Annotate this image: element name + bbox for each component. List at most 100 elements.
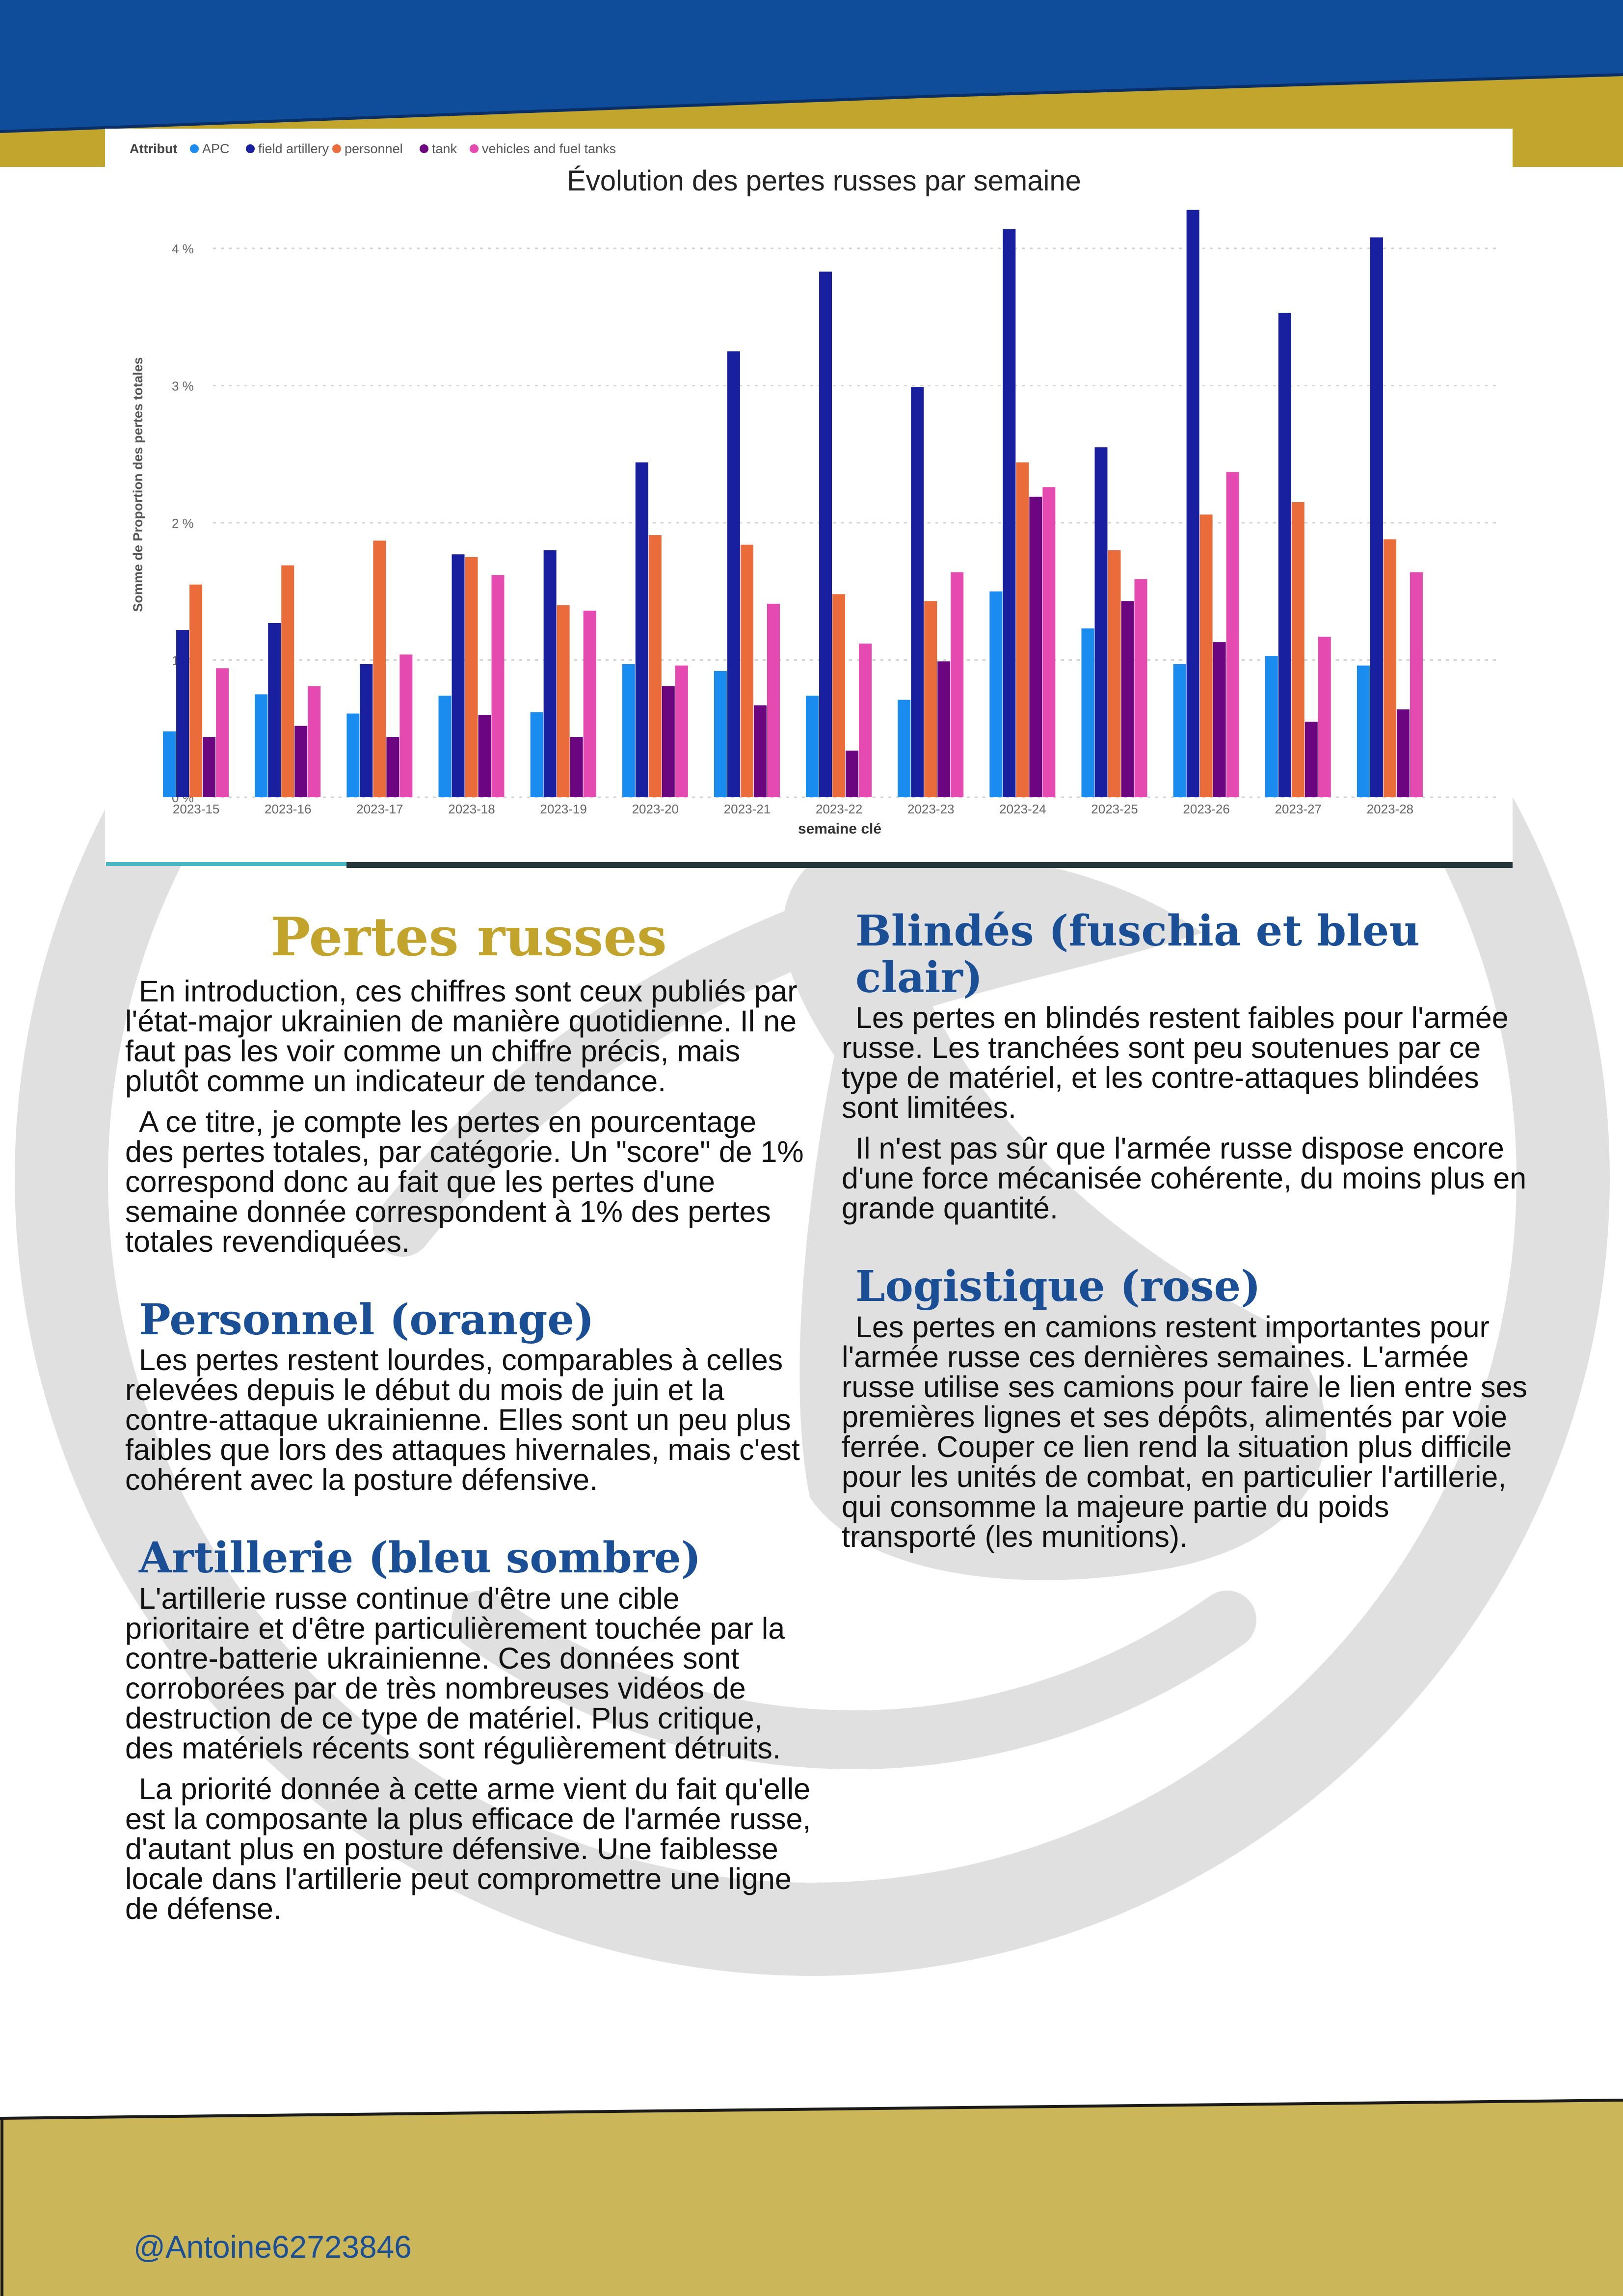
bar — [557, 605, 570, 797]
bar — [346, 713, 360, 797]
bar — [859, 643, 872, 797]
artillery-heading: Artillerie (bleu sombre) — [139, 1533, 701, 1583]
legend-item: vehicles and fuel tanks — [482, 141, 616, 156]
chart-stripe-right — [346, 862, 1513, 868]
bar — [1357, 665, 1370, 797]
bar — [452, 554, 465, 797]
bar — [832, 594, 846, 797]
bar — [386, 737, 399, 797]
author-handle: @Antoine62723846 — [133, 2229, 412, 2265]
legend-item: tank — [432, 141, 457, 156]
y-tick-label: 3 % — [172, 378, 194, 393]
x-tick-label: 2023-25 — [1091, 802, 1138, 816]
bar — [163, 731, 176, 797]
intro-paragraph-2: A ce titre, je compte les pertes en pour… — [125, 1105, 804, 1258]
bar — [714, 671, 727, 797]
bar — [937, 661, 951, 797]
x-tick-label: 2023-22 — [816, 802, 862, 816]
bar — [951, 572, 964, 797]
right-column: Blindés (fuschia et bleu clair) Les pert… — [842, 908, 1529, 1563]
bar — [819, 271, 832, 798]
bar — [806, 696, 819, 797]
bar — [1134, 579, 1147, 797]
x-tick-label: 2023-20 — [632, 802, 679, 816]
bar — [216, 668, 229, 797]
bar — [846, 750, 859, 797]
bar — [1278, 313, 1291, 797]
bar — [570, 737, 583, 797]
personnel-paragraph: Les pertes restent lourdes, comparables … — [125, 1343, 800, 1497]
bar — [898, 700, 911, 797]
header-blue-band — [0, 0, 1623, 132]
bar — [1370, 237, 1383, 797]
bar — [438, 696, 452, 797]
bar — [1108, 550, 1121, 797]
header-edge-line — [0, 73, 1623, 133]
chart-title: Évolution des pertes russes par semaine — [567, 165, 1081, 197]
bar — [1226, 472, 1239, 797]
bar — [924, 601, 937, 797]
x-tick-label: 2023-28 — [1367, 802, 1413, 816]
x-tick-label: 2023-27 — [1275, 802, 1322, 816]
bar — [767, 603, 780, 797]
bar — [360, 664, 373, 797]
bar — [176, 629, 189, 797]
x-tick-label: 2023-16 — [265, 802, 311, 816]
bar — [727, 351, 740, 797]
personnel-heading: Personnel (orange) — [139, 1295, 594, 1345]
legend-marker — [420, 144, 428, 153]
bar — [1396, 709, 1410, 797]
bar — [1304, 722, 1318, 797]
armor-paragraph-2: Il n'est pas sûr que l'armée russe dispo… — [842, 1132, 1527, 1225]
bar — [662, 686, 675, 797]
bar — [1291, 502, 1304, 797]
logistics-heading: Logistique (rose) — [855, 1262, 1261, 1312]
bar — [373, 540, 386, 797]
bar — [1213, 642, 1226, 797]
bar — [1042, 487, 1056, 797]
bar — [294, 726, 308, 797]
bar — [1016, 462, 1029, 797]
artillery-paragraph-2: La priorité donnée à cette arme vient du… — [125, 1772, 811, 1925]
bar — [1199, 514, 1213, 797]
legend-item: personnel — [345, 141, 403, 156]
intro-paragraph-1: En introduction, ces chiffres sont ceux … — [125, 974, 798, 1098]
legend-title: Attribut — [130, 141, 177, 156]
legend-marker — [246, 144, 255, 153]
bar — [308, 686, 321, 797]
bar — [740, 544, 753, 797]
bar — [189, 584, 203, 797]
chart-card: 0 %1 %2 %3 %4 %2023-152023-162023-172023… — [105, 129, 1513, 865]
x-axis-label: semaine clé — [798, 821, 881, 837]
x-tick-label: 2023-17 — [356, 802, 403, 816]
legend-item: APC — [202, 141, 230, 156]
bar — [622, 664, 635, 797]
bar — [255, 694, 268, 797]
x-tick-label: 2023-21 — [724, 802, 771, 816]
bar — [543, 550, 557, 797]
bar — [1121, 601, 1134, 797]
bar — [648, 535, 662, 797]
left-column: Pertes russes En introduction, ces chiff… — [125, 908, 812, 1935]
page-title: Pertes russes — [270, 906, 667, 968]
bar — [1410, 572, 1423, 797]
bar — [583, 610, 596, 797]
x-tick-label: 2023-18 — [448, 802, 495, 816]
x-tick-label: 2023-24 — [999, 802, 1046, 816]
armor-paragraph-1: Les pertes en blindés restent faibles po… — [842, 1001, 1509, 1125]
legend-item: field artillery — [258, 141, 329, 156]
x-tick-label: 2023-19 — [540, 802, 586, 816]
x-tick-label: 2023-15 — [173, 802, 219, 816]
bar — [989, 591, 1003, 797]
bar — [1094, 447, 1108, 797]
bar — [530, 712, 543, 797]
bar — [1383, 539, 1396, 797]
bar — [911, 387, 924, 797]
bar — [753, 705, 767, 797]
bar — [399, 654, 413, 797]
bar — [675, 665, 688, 797]
bar — [1318, 636, 1331, 797]
y-axis-label: Somme de Proportion des pertes totales — [131, 357, 145, 612]
armor-heading: Blindés (fuschia et bleu clair) — [855, 906, 1420, 1002]
bar — [281, 565, 294, 797]
